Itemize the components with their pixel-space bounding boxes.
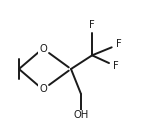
Text: F: F (113, 61, 119, 71)
Text: O: O (39, 84, 47, 95)
Text: F: F (89, 20, 95, 30)
Text: OH: OH (73, 110, 88, 120)
Text: F: F (116, 39, 122, 49)
Text: O: O (39, 43, 47, 54)
